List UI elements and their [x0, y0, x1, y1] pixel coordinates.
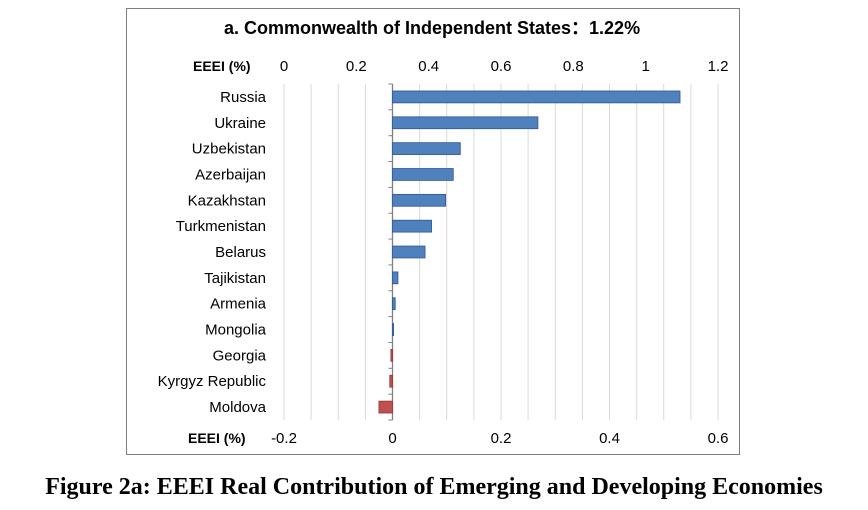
- bar: [390, 349, 393, 362]
- bar: [392, 168, 454, 181]
- bar: [392, 90, 681, 104]
- category-label: Armenia: [210, 296, 267, 313]
- category-label: Uzbekistan: [192, 141, 266, 158]
- top-tick-label: 0: [280, 58, 288, 75]
- chart-title: a. Commonwealth of Independent States：1.…: [224, 18, 640, 38]
- top-tick-label: 0.4: [418, 58, 439, 75]
- bar: [392, 193, 447, 207]
- bar: [392, 297, 396, 311]
- top-tick-label: 0.8: [563, 58, 584, 75]
- bar: [392, 116, 539, 130]
- category-labels: Russia Ukraine Uzbekistan Azerbaijan Kazakhs…: [158, 89, 267, 416]
- bar: [392, 219, 432, 233]
- bar: [392, 271, 399, 285]
- category-label: Belarus: [215, 244, 266, 261]
- top-axis-label: EEEI (%): [193, 58, 251, 74]
- top-tick-label: 0.2: [346, 58, 367, 75]
- bottom-tick-label: 0: [388, 430, 396, 447]
- top-tick-label: 0.6: [491, 58, 512, 75]
- category-label: Turkmenistan: [176, 218, 266, 235]
- grid-layer: [283, 83, 719, 421]
- bar: [378, 400, 393, 414]
- bottom-tick-labels: -0.2 0 0.2 0.4 0.6: [271, 430, 728, 447]
- chart-frame: a. Commonwealth of Independent States：1.…: [126, 8, 740, 455]
- top-tick-label: 1.2: [708, 58, 729, 75]
- category-label: Tajikistan: [204, 270, 266, 287]
- bar: [389, 374, 393, 388]
- category-label: Moldova: [209, 399, 266, 416]
- figure-caption: Figure 2a: EEEI Real Contribution of Eme…: [45, 474, 823, 500]
- category-label: Russia: [220, 89, 267, 106]
- bottom-tick-label: 0.2: [491, 430, 512, 447]
- category-label: Kazakhstan: [188, 192, 266, 209]
- bottom-tick-label: 0.6: [708, 430, 729, 447]
- category-label: Mongolia: [205, 322, 267, 339]
- bottom-axis-label: EEEI (%): [188, 430, 246, 446]
- bars: [378, 90, 681, 414]
- top-tick-label: 1: [641, 58, 649, 75]
- top-tick-labels: 0 0.2 0.4 0.6 0.8 1 1.2: [280, 58, 729, 75]
- category-label: Ukraine: [214, 115, 266, 132]
- chart-svg: a. Commonwealth of Independent States：1.…: [158, 18, 729, 447]
- category-label: Kyrgyz Republic: [158, 373, 267, 390]
- bottom-tick-label: 0.4: [599, 430, 620, 447]
- category-label: Georgia: [213, 347, 267, 364]
- bar: [392, 142, 461, 155]
- bar: [392, 245, 426, 259]
- bottom-tick-label: -0.2: [271, 430, 297, 447]
- category-label: Azerbaijan: [195, 166, 266, 183]
- bar: [392, 323, 394, 336]
